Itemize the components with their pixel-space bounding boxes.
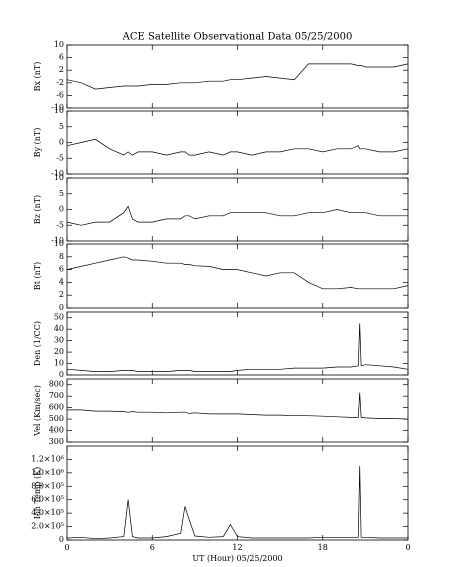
y-tick-label: 300 bbox=[49, 437, 64, 446]
y-tick-label: 600 bbox=[49, 403, 64, 412]
y-tick-label: 2 bbox=[59, 290, 64, 299]
y-tick-label: 0 bbox=[59, 205, 64, 214]
y-tick-label: 6.0×10⁵ bbox=[31, 495, 64, 504]
y-tick-label: 4 bbox=[59, 277, 64, 286]
y-tick-label: 500 bbox=[49, 414, 64, 423]
x-tick-label: 18 bbox=[318, 543, 328, 552]
y-tick-label: 2 bbox=[59, 65, 64, 74]
y-tick-label: -5 bbox=[56, 220, 64, 229]
y-axis-label: Bx (nT) bbox=[33, 62, 42, 92]
y-tick-label: 10 bbox=[54, 106, 64, 115]
x-tick-label: 6 bbox=[150, 543, 155, 552]
y-tick-label: 30 bbox=[54, 336, 64, 345]
y-tick-label: -10 bbox=[51, 103, 64, 112]
y-tick-label: 0 bbox=[59, 370, 64, 379]
y-axis-label: Den (1/CC) bbox=[33, 321, 42, 366]
y-tick-label: 10 bbox=[54, 40, 64, 49]
y-tick-label: 1.2×10⁶ bbox=[31, 454, 64, 463]
panel-frame bbox=[66, 445, 409, 541]
y-tick-label: 50 bbox=[54, 313, 64, 322]
y-axis-label: Ion Temp (K) bbox=[33, 467, 42, 520]
y-tick-label: 0 bbox=[59, 138, 64, 147]
y-tick-label: 5 bbox=[59, 122, 64, 131]
y-tick-label: 400 bbox=[49, 426, 64, 435]
panel-frame bbox=[66, 44, 409, 109]
y-tick-label: 10 bbox=[54, 173, 64, 182]
y-tick-label: 40 bbox=[54, 324, 64, 333]
y-tick-label: 8.0×10⁵ bbox=[31, 481, 64, 490]
panel-frame bbox=[66, 110, 409, 175]
y-tick-label: -10 bbox=[51, 236, 64, 245]
y-tick-label: 6 bbox=[59, 53, 64, 62]
y-tick-label: 2.0×10⁵ bbox=[31, 522, 64, 531]
y-tick-label: -5 bbox=[56, 153, 64, 162]
y-tick-label: 10 bbox=[54, 359, 64, 368]
y-axis-label: By (nT) bbox=[33, 128, 42, 158]
panel-frame bbox=[66, 177, 409, 242]
y-tick-label: 1.0×10⁶ bbox=[31, 468, 64, 477]
y-tick-label: -6 bbox=[56, 90, 64, 99]
panel-frame bbox=[66, 378, 409, 443]
y-axis-label: Bt (nT) bbox=[33, 262, 42, 290]
data-trace bbox=[66, 138, 409, 156]
y-tick-label: 800 bbox=[49, 380, 64, 389]
y-tick-label: 0 bbox=[59, 535, 64, 544]
x-tick-label: 12 bbox=[232, 543, 242, 552]
y-axis-label: Bz (nT) bbox=[33, 195, 42, 224]
data-trace bbox=[66, 63, 409, 90]
data-trace bbox=[66, 205, 408, 226]
y-tick-label: 4.0×10⁵ bbox=[31, 508, 64, 517]
data-trace bbox=[66, 466, 408, 540]
y-axis-label: Vel (Km/sec) bbox=[33, 385, 42, 437]
data-trace bbox=[67, 392, 409, 420]
chart-title: ACE Satellite Observational Data 05/25/2… bbox=[122, 32, 353, 43]
y-tick-label: 8 bbox=[59, 252, 64, 261]
x-axis-label: UT (Hour) 05/25/2000 bbox=[192, 554, 282, 563]
panel-frame bbox=[66, 311, 409, 376]
data-trace bbox=[66, 256, 409, 290]
data-trace bbox=[66, 323, 409, 372]
y-tick-label: 10 bbox=[54, 239, 64, 248]
panel-frame bbox=[66, 243, 409, 309]
y-tick-label: 5 bbox=[59, 189, 64, 198]
x-tick-label: 0 bbox=[64, 543, 69, 552]
y-tick-label: 700 bbox=[49, 391, 64, 400]
y-tick-label: 0 bbox=[59, 303, 64, 312]
x-tick-label: 0 bbox=[405, 543, 410, 552]
y-tick-label: 6 bbox=[59, 265, 64, 274]
y-tick-label: -2 bbox=[56, 78, 64, 87]
y-tick-label: -10 bbox=[51, 169, 64, 178]
y-tick-label: 20 bbox=[54, 347, 64, 356]
